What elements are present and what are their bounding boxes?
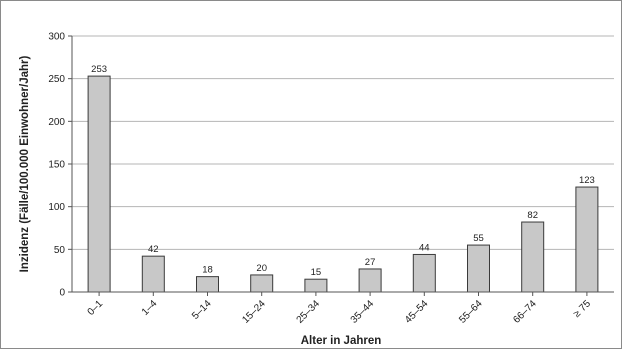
x-tick-labels: 0–1 1–4 5–14 15–24 25–34 35–44 45–54 55–64 66–74… xyxy=(86,298,594,326)
x-tick-label: 25–34 xyxy=(295,298,323,326)
data-label: 42 xyxy=(148,244,159,255)
data-label: 82 xyxy=(527,210,538,221)
data-label: 15 xyxy=(311,267,322,278)
x-tick-label: 5–14 xyxy=(190,298,214,322)
bar xyxy=(87,75,111,293)
x-axis-title: Alter in Jahren xyxy=(301,335,382,347)
data-label: 55 xyxy=(473,233,484,244)
y-axis-title: Inzidenz (Fälle/100.000 Einwohner/Jahr) xyxy=(19,56,31,273)
y-tick-label: 300 xyxy=(48,32,65,43)
bar xyxy=(467,244,490,293)
data-label: 18 xyxy=(202,265,213,276)
bar xyxy=(521,221,545,293)
y-tick-labels: 0 50 100 150 200 250 300 xyxy=(48,32,65,299)
x-tick-label: 55–64 xyxy=(457,298,485,326)
x-tick-label: 66–74 xyxy=(511,298,539,326)
y-tick-label: 200 xyxy=(48,117,65,128)
x-tick-label: ≥ 75 xyxy=(572,298,594,320)
y-tick-label: 0 xyxy=(59,288,65,299)
bar xyxy=(250,274,274,293)
bar xyxy=(412,253,436,293)
data-label: 27 xyxy=(365,257,376,268)
x-tick-label: 35–44 xyxy=(349,298,377,326)
data-label: 253 xyxy=(91,64,107,75)
y-tick-label: 50 xyxy=(54,245,66,256)
data-label: 123 xyxy=(579,175,595,186)
y-tick-label: 250 xyxy=(48,74,65,85)
bar xyxy=(141,255,165,293)
x-tick-label: 1–4 xyxy=(140,298,160,318)
x-tick-label: 15–24 xyxy=(240,298,268,326)
y-tick-label: 100 xyxy=(48,202,65,213)
y-tick-label: 150 xyxy=(48,160,65,171)
bar xyxy=(304,278,328,293)
bar xyxy=(575,186,599,293)
bar xyxy=(358,268,382,293)
bars xyxy=(87,75,599,293)
data-labels: 253 42 18 20 15 27 44 55 82 123 xyxy=(91,64,595,278)
data-label: 20 xyxy=(256,263,267,274)
axes xyxy=(68,35,614,296)
data-label: 44 xyxy=(419,242,430,253)
x-tick-label: 45–54 xyxy=(403,298,431,326)
x-tick-label: 0–1 xyxy=(86,298,106,318)
bar xyxy=(196,276,219,293)
